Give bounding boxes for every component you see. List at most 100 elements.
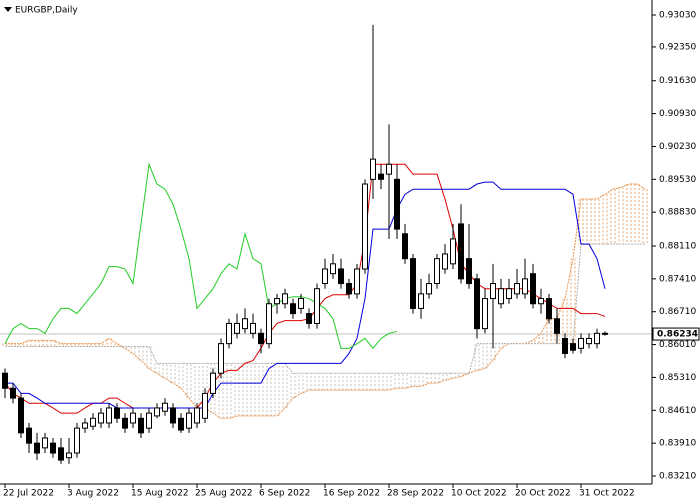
candle-body <box>418 293 424 309</box>
candle-body <box>34 442 40 454</box>
y-tick-label: 0.86710 <box>659 307 696 317</box>
candle-body <box>570 343 576 351</box>
y-tick-label: 0.84610 <box>659 406 696 416</box>
axes: 0.93030 0.92350 0.91630 0.90930 0.90230 0.895… <box>3 11 700 499</box>
symbol-menu-icon[interactable] <box>4 7 12 12</box>
y-tick-label: 0.88110 <box>659 241 696 251</box>
candle-body <box>242 318 248 330</box>
candle-body <box>298 298 304 309</box>
candle-body <box>266 303 272 345</box>
candle-body <box>42 437 48 449</box>
candle-body <box>354 268 360 295</box>
candle-body <box>506 288 512 300</box>
candle-body <box>226 322 232 345</box>
candle-body <box>562 337 568 354</box>
indicator-lines <box>0 162 652 414</box>
candle-body <box>274 298 280 305</box>
candle-body <box>210 372 216 394</box>
candle-body <box>90 417 96 427</box>
candle-body <box>138 417 144 434</box>
candle-body <box>18 397 24 434</box>
candle-body <box>218 343 224 374</box>
candle-body <box>282 293 288 305</box>
candle-body <box>370 158 376 180</box>
x-tick-label: 3 Aug 2022 <box>67 489 119 499</box>
candle-body <box>482 298 488 330</box>
candle-body <box>458 223 464 280</box>
candle-body <box>178 417 184 431</box>
candle-body <box>498 288 504 305</box>
candle-body <box>490 283 496 300</box>
y-tick-label: 0.87410 <box>659 274 696 284</box>
x-tick-label: 25 Aug 2022 <box>195 489 253 499</box>
candle-body <box>250 322 256 334</box>
span-b-line <box>5 243 645 374</box>
candle-body <box>306 313 312 324</box>
candle-body <box>114 407 120 419</box>
candle-body <box>146 412 152 429</box>
candle-body <box>466 258 472 285</box>
x-tick-label: 15 Aug 2022 <box>131 489 189 499</box>
candle-body <box>170 407 176 424</box>
candle-body <box>106 407 112 424</box>
candle-body <box>290 303 296 315</box>
cloud <box>2 183 648 419</box>
candle-body <box>522 278 528 295</box>
x-tick-label: 31 Oct 2022 <box>579 489 635 499</box>
candle-body <box>546 298 552 320</box>
candle-body <box>154 407 160 417</box>
candle-body <box>162 402 168 412</box>
y-tick-label: 0.90930 <box>659 109 696 119</box>
candle-body <box>258 332 264 345</box>
y-tick-label: 0.91630 <box>659 76 696 86</box>
candle-body <box>234 322 240 334</box>
y-tick-label: 0.83210 <box>659 472 696 482</box>
candle-body <box>394 178 400 230</box>
candle-body <box>74 427 80 454</box>
candle-body <box>434 258 440 285</box>
y-tick-label: 0.90230 <box>659 142 696 152</box>
y-tick-label: 0.93030 <box>659 11 696 21</box>
last-price-label: 0.86234 <box>657 330 698 340</box>
candle-body <box>98 412 104 424</box>
candle-body <box>346 283 352 295</box>
candle-body <box>122 417 128 429</box>
candle-body <box>530 273 536 305</box>
chart-title: EURGBP,Daily <box>15 6 78 16</box>
candle-body <box>314 288 320 324</box>
indicator-line <box>5 181 606 409</box>
candle-body <box>386 163 392 175</box>
last-price-box <box>652 327 700 341</box>
indicator-line <box>4 163 606 414</box>
y-tick-label: 0.86010 <box>659 340 696 350</box>
x-tick-label: 6 Sep 2022 <box>259 489 310 499</box>
candle-body <box>186 412 192 429</box>
candle-body <box>538 298 544 305</box>
y-tick-label: 0.92350 <box>659 42 696 52</box>
candle-body <box>194 407 200 424</box>
candle-body <box>578 337 584 349</box>
candle-body <box>2 372 8 389</box>
x-tick-label: 22 Jul 2022 <box>3 489 54 499</box>
candle-body <box>594 332 600 345</box>
candle-body <box>50 442 56 454</box>
candle-body <box>514 283 520 295</box>
candle-body <box>26 427 32 444</box>
x-tick-label: 28 Sep 2022 <box>387 489 444 499</box>
candle-body <box>450 238 456 265</box>
candle-body <box>58 447 64 461</box>
candle-body <box>586 337 592 345</box>
candle-body <box>426 283 432 295</box>
candle-body <box>602 332 608 335</box>
candle-body <box>410 258 416 309</box>
x-tick-label: 20 Oct 2022 <box>515 489 571 499</box>
candle-body <box>338 268 344 285</box>
candle-body <box>402 233 408 260</box>
candle-body <box>554 318 560 334</box>
candle-body <box>474 278 480 330</box>
candle-body <box>362 183 368 270</box>
candles <box>2 24 608 464</box>
candle-body <box>10 387 16 399</box>
